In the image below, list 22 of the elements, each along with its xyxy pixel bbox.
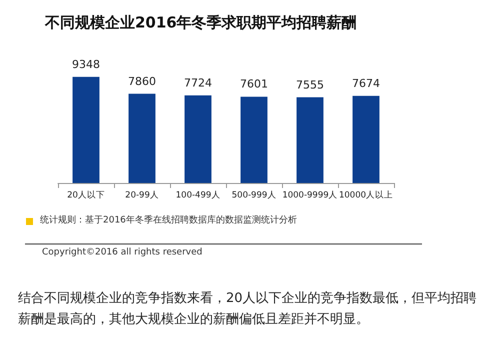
bar bbox=[72, 76, 100, 183]
bar bbox=[296, 97, 324, 183]
data-label: 7724 bbox=[184, 76, 212, 90]
data-label: 7555 bbox=[296, 78, 324, 92]
data-label: 9348 bbox=[72, 58, 100, 71]
bar bbox=[240, 96, 268, 183]
bar bbox=[128, 94, 156, 183]
x-tick-label: 100-499人 bbox=[176, 190, 220, 200]
x-tick-label: 20人以下 bbox=[67, 190, 105, 200]
x-tick-label: 1000-9999人 bbox=[282, 190, 338, 200]
data-label: 7601 bbox=[240, 78, 268, 91]
text: 结合不同规模企业的竞争指数来看，20人以下企业的竞争指数最低，但平均招聘薪酬是最高的，其他大规模企业的薪酬偏低且差距并不明显。 bbox=[18, 291, 477, 327]
bar bbox=[352, 96, 380, 183]
text: Copyright©2016 all rights reserved bbox=[42, 248, 202, 258]
x-tick-label: 10000人以上 bbox=[338, 190, 394, 200]
bar bbox=[184, 95, 212, 183]
text: 统计规则：基于2016年冬季在线招聘数据库的数据监测统计分析 bbox=[40, 214, 297, 226]
data-label: 7860 bbox=[128, 74, 156, 88]
x-tick-label: 20-99人 bbox=[125, 190, 159, 200]
data-label: 7674 bbox=[352, 76, 380, 90]
chart-title: 不同规模企业2016年冬季求职期平均招聘薪酬 bbox=[44, 14, 357, 32]
x-tick-label: 500-999人 bbox=[232, 190, 276, 200]
